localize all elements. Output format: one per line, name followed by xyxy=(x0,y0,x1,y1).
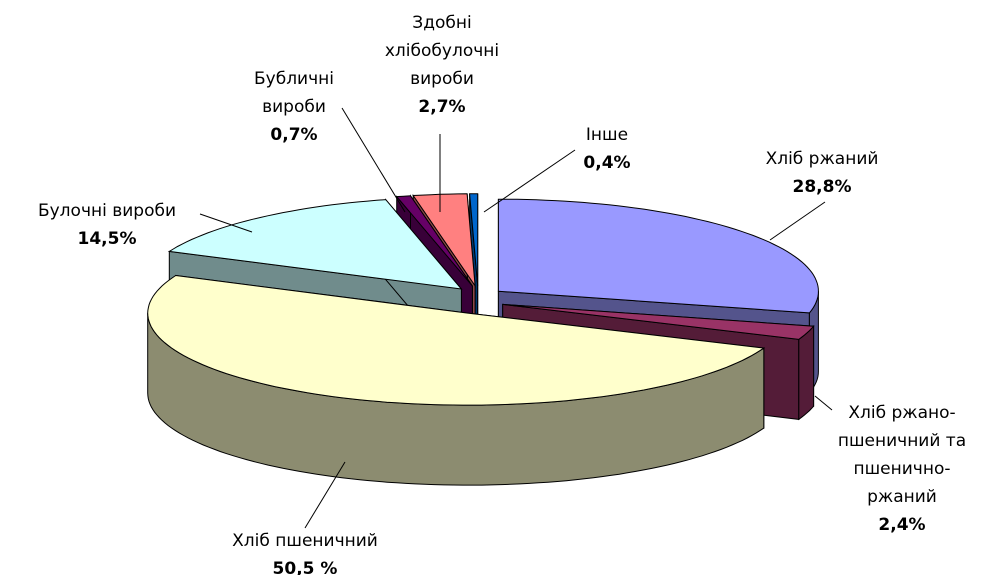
slice-top xyxy=(395,195,473,287)
slice-label: Інше xyxy=(586,125,628,145)
slice-top xyxy=(502,303,815,340)
value-label: 2,4% xyxy=(878,515,925,535)
slice-top xyxy=(147,274,766,406)
value-label: 0,4% xyxy=(583,153,630,173)
value-label: 2,7% xyxy=(418,97,465,117)
slice-label: Хліб пшеничний xyxy=(232,531,378,551)
value-label: 14,5% xyxy=(78,229,137,249)
leader-line xyxy=(814,395,833,411)
slice-top xyxy=(497,198,819,314)
slice-label: Здобні хлібобулочні вироби xyxy=(385,13,499,89)
leader-line xyxy=(199,213,253,233)
leader-line xyxy=(483,149,576,213)
value-label: 50,5 % xyxy=(273,559,338,575)
slice xyxy=(147,274,766,486)
leader-line xyxy=(769,201,826,241)
leader-line xyxy=(341,107,406,213)
value-label: 0,7% xyxy=(270,125,317,145)
slice-label: Хліб ржаний xyxy=(766,149,879,169)
leader-line xyxy=(304,461,346,529)
slice-label: Хліб ржано-пшеничний та пшенично-ржаний xyxy=(838,403,966,507)
slice-label: Булочні вироби xyxy=(38,201,176,221)
value-label: 28,8% xyxy=(793,177,852,197)
slice-top xyxy=(167,199,463,290)
slice-wall xyxy=(798,324,815,421)
slice-top xyxy=(469,193,479,286)
slice-label: Бубличні вироби xyxy=(254,69,334,117)
